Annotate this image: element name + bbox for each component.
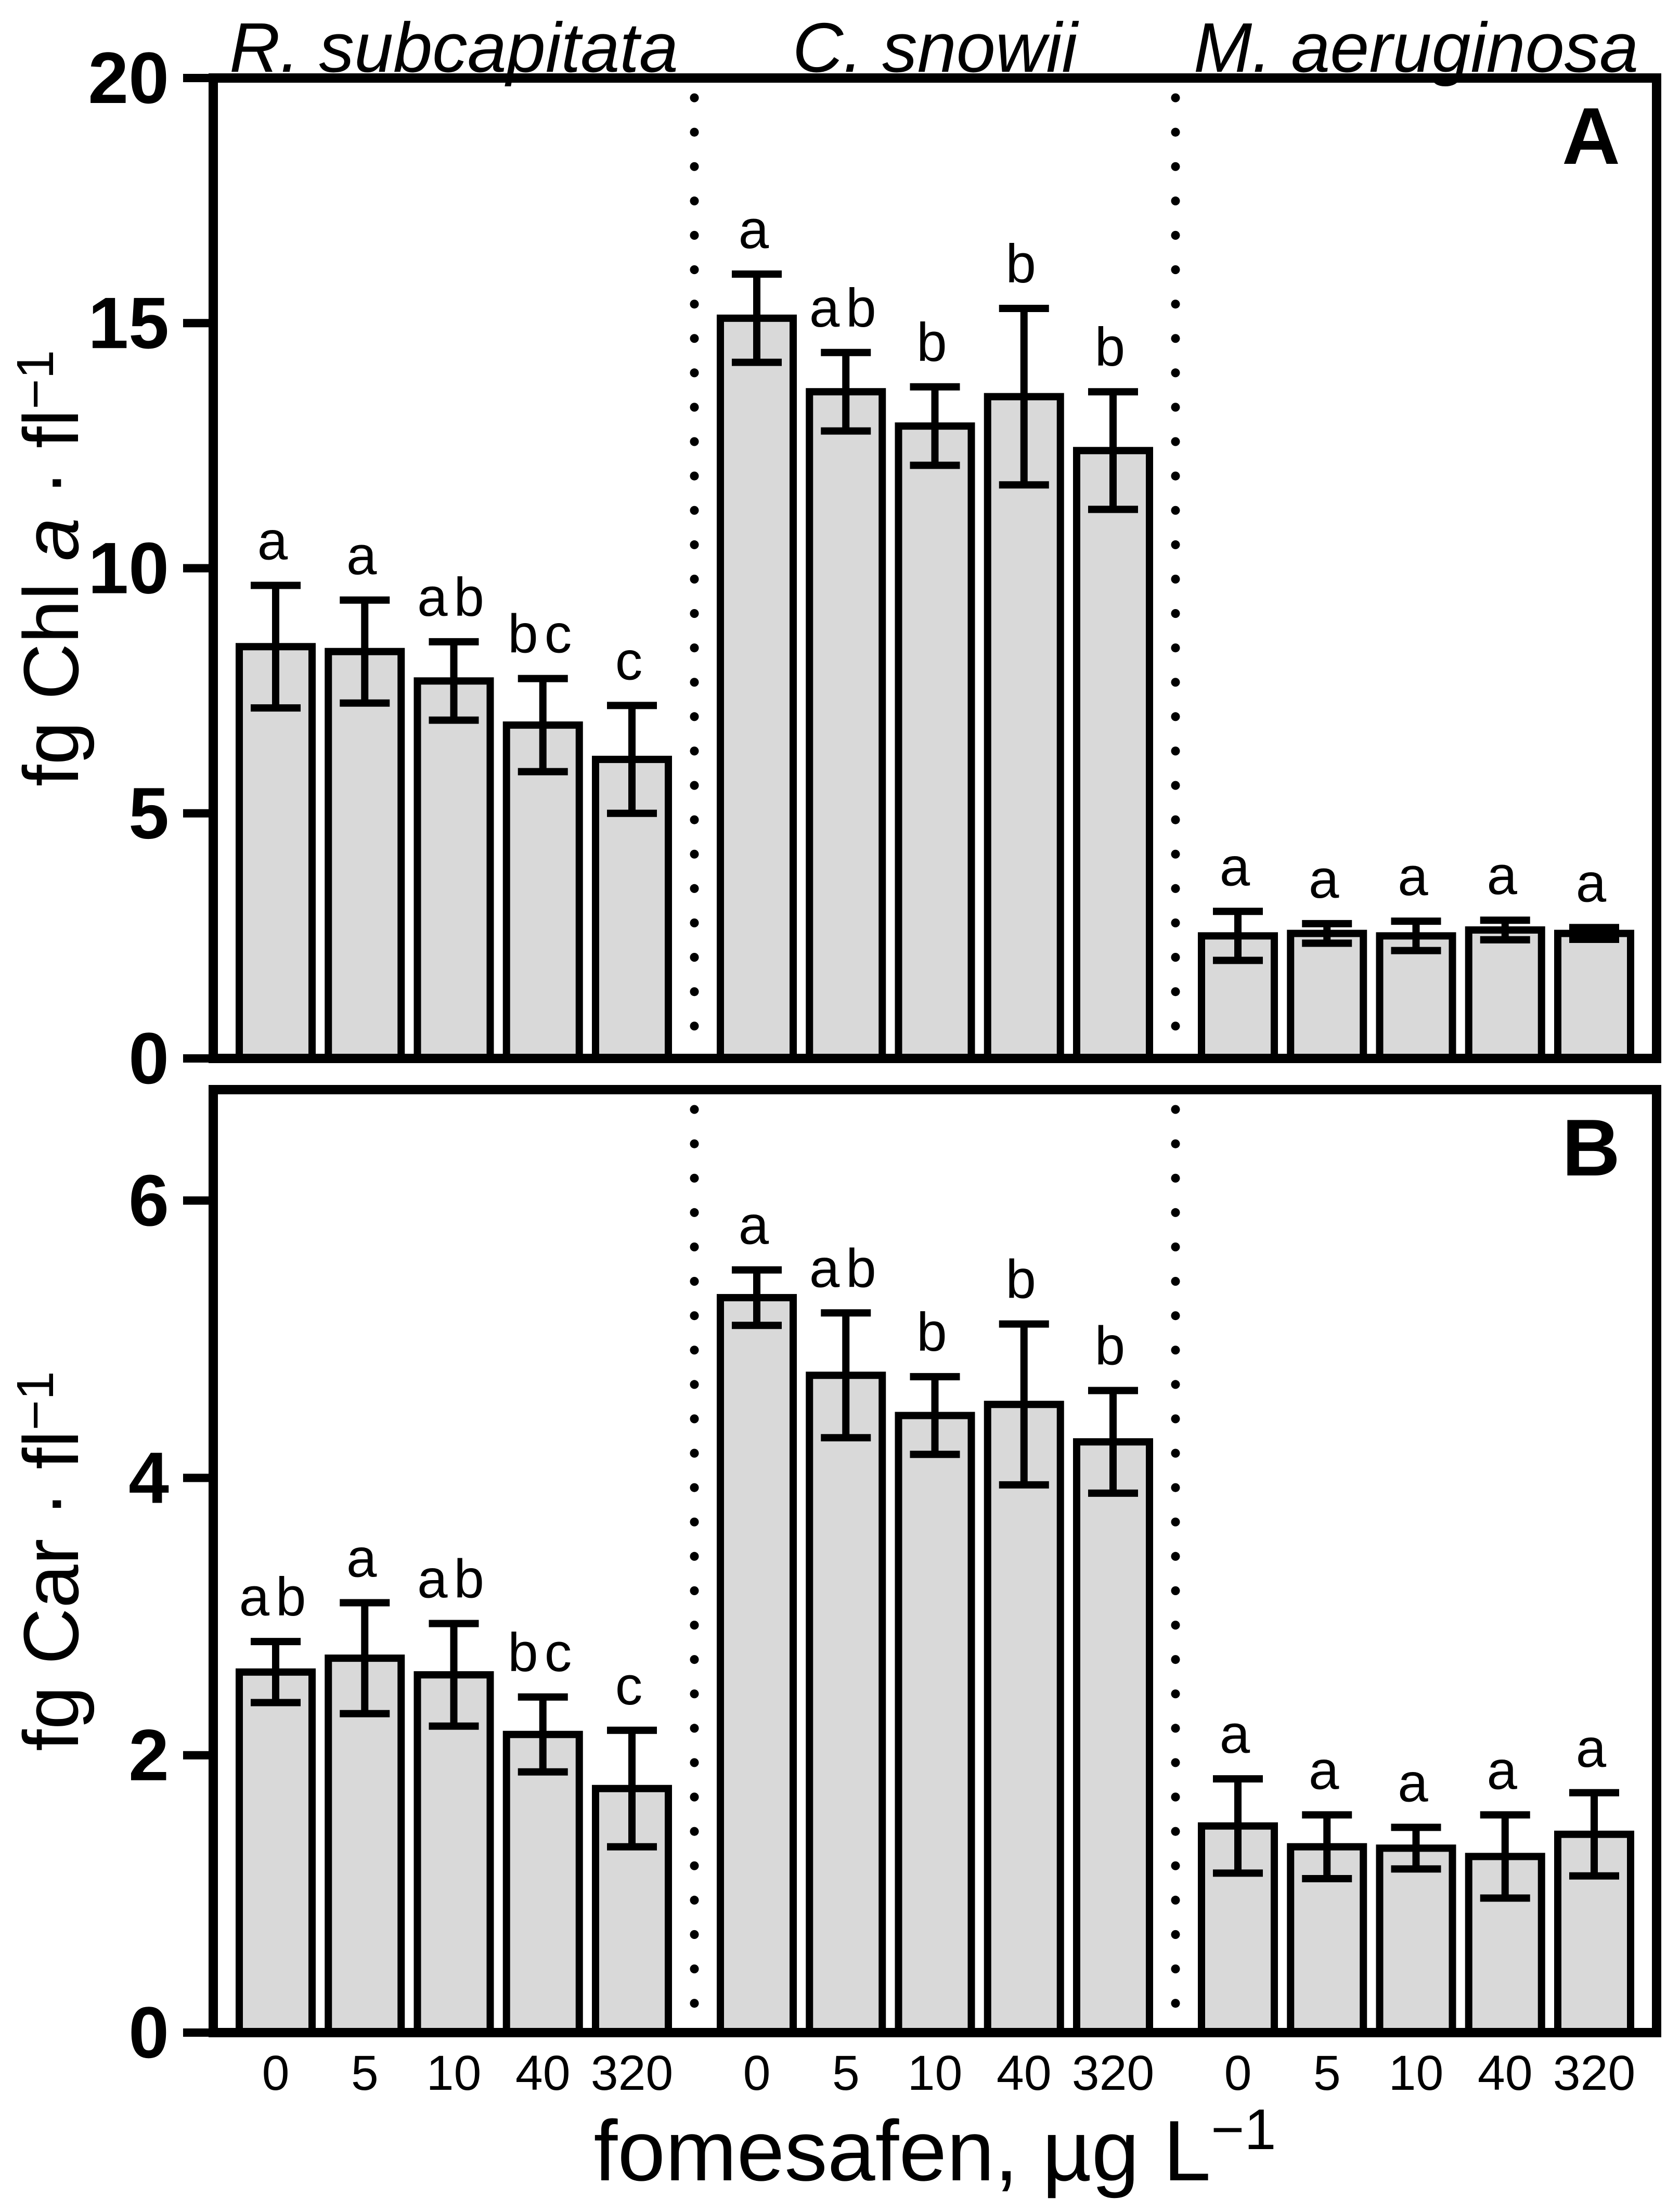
bar [1073, 447, 1153, 1062]
significance-letter: ab [417, 1548, 490, 1609]
x-tick-label: 5 [351, 2046, 379, 2101]
x-tick-label: 10 [908, 2046, 963, 2101]
bar [1073, 1438, 1153, 2036]
y-tick-label: 0 [128, 1017, 169, 1099]
y-tick-label: 6 [128, 1159, 169, 1241]
bar [1376, 932, 1456, 1062]
significance-letter: b [916, 312, 953, 373]
significance-letter: a [1220, 1704, 1256, 1765]
y-tick-label: 0 [128, 1992, 169, 2073]
significance-letter: ab [809, 1238, 883, 1299]
significance-letter: b [916, 1302, 953, 1363]
y-tick-label: 15 [88, 282, 169, 364]
significance-letter: a [1398, 1752, 1434, 1813]
x-tick-label: 10 [1389, 2046, 1444, 2101]
significance-letter: b [1095, 1316, 1131, 1377]
panel-frame [209, 1085, 1661, 2037]
y-tick-label: 2 [128, 1714, 169, 1796]
x-tick-label: 0 [1224, 2046, 1252, 2101]
bar [502, 1730, 583, 2036]
significance-letter: bc [508, 1622, 578, 1683]
bar [806, 1372, 886, 2037]
bar [1376, 1844, 1456, 2036]
significance-letter: c [615, 630, 649, 691]
significance-letter: a [1487, 1740, 1523, 1801]
x-tick-label: 0 [743, 2046, 771, 2101]
bar [806, 388, 886, 1063]
x-tick-label: 5 [832, 2046, 860, 2101]
significance-letter: ab [809, 278, 883, 339]
x-tick-label: 40 [1478, 2046, 1533, 2101]
significance-letter: ab [417, 567, 490, 628]
bar [717, 1294, 797, 2036]
y-tick-label: 10 [88, 527, 169, 609]
significance-letter: a [346, 1528, 383, 1588]
significance-letter: a [1309, 1740, 1345, 1801]
x-tick-label: 5 [1313, 2046, 1341, 2101]
bar [717, 314, 797, 1063]
bar [1287, 929, 1367, 1062]
x-tick-label: 320 [591, 2046, 674, 2101]
significance-letter: a [257, 510, 294, 571]
bar [984, 393, 1064, 1062]
bar [984, 1401, 1064, 2037]
bar [1554, 929, 1634, 1062]
x-tick-label: 320 [1553, 2046, 1636, 2101]
significance-letter: b [1095, 317, 1131, 378]
bar [895, 422, 975, 1062]
significance-letter: b [1006, 234, 1042, 294]
panel-label: B [1562, 1103, 1620, 1193]
significance-letter: c [615, 1656, 649, 1716]
significance-letter: a [1576, 1718, 1612, 1779]
x-tick-label: 320 [1072, 2046, 1155, 2101]
y-tick-label: 5 [128, 772, 169, 854]
significance-letter: a [1220, 836, 1256, 897]
bar [413, 677, 494, 1062]
significance-letter: a [1309, 849, 1345, 910]
significance-letter: a [346, 525, 383, 586]
bar [236, 1668, 316, 2037]
y-axis-label: fg Chl a · fl−1 [6, 350, 95, 786]
significance-letter: a [1487, 845, 1523, 906]
significance-letter: a [739, 199, 775, 260]
bar [325, 648, 405, 1062]
x-tick-label: 0 [262, 2046, 290, 2101]
bar [1465, 926, 1545, 1062]
bar [895, 1412, 975, 2036]
significance-letter: a [739, 1195, 775, 1256]
x-tick-label: 10 [427, 2046, 482, 2101]
panel-label: A [1562, 91, 1620, 181]
significance-letter: a [1576, 852, 1612, 913]
significance-letter: bc [508, 604, 578, 665]
y-tick-label: 20 [88, 37, 169, 119]
significance-letter: ab [239, 1567, 313, 1627]
significance-letter: a [1398, 846, 1434, 907]
y-tick-label: 4 [128, 1437, 169, 1519]
x-axis-label: fomesafen, µg L−1 [593, 2098, 1276, 2199]
x-tick-label: 40 [515, 2046, 571, 2101]
panel-frame [209, 73, 1661, 1063]
x-tick-label: 40 [997, 2046, 1052, 2101]
y-axis-label: fg Car · fl−1 [6, 1371, 95, 1751]
significance-letter: b [1006, 1249, 1042, 1310]
bar [325, 1654, 405, 2036]
